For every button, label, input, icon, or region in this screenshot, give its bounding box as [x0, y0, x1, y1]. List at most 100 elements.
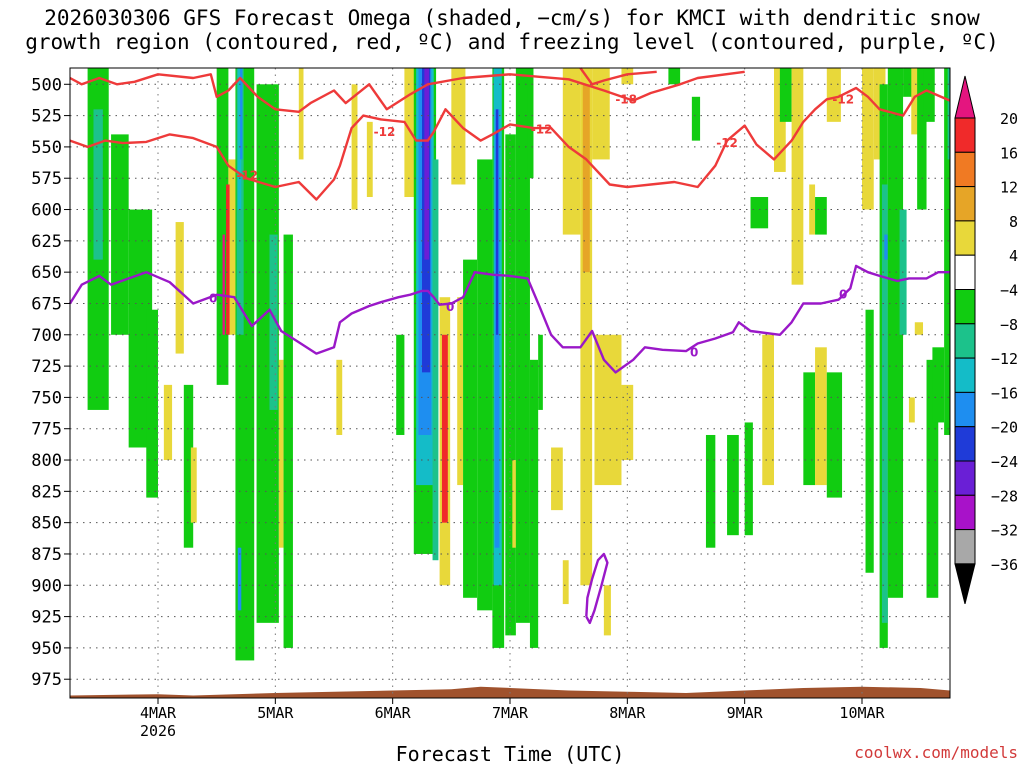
omega-region-69 — [791, 68, 804, 285]
omega-region-88 — [917, 68, 927, 210]
y-tick-label-550: 550 — [31, 138, 62, 158]
colorbar-bin-4 — [954, 220, 976, 256]
x-axis-title: Forecast Time (UTC) — [395, 742, 625, 766]
x-tick-sublabel-4MAR: 2026 — [140, 722, 176, 740]
freezing-level-contour-4 — [585, 552, 609, 625]
colorbar: 20 16 12 8 4 −4 −8 −12 −16 −20 −24 −28 −32 −36 — [954, 75, 1018, 605]
dendritic-contour-0 — [69, 70, 745, 113]
y-tick-label-775: 775 — [31, 420, 62, 440]
omega-region-53 — [580, 68, 593, 586]
x-tick-label-8MAR: 8MAR — [609, 704, 646, 722]
contour-label-7: 0 — [446, 300, 454, 314]
colorbar-bin-11 — [954, 460, 976, 496]
omega-region-25 — [366, 121, 373, 198]
colorbar-label-10: −24 — [991, 453, 1018, 471]
y-axis: 500 525 550 575 600 625 650 675 700 725 750 775 800 8… — [31, 75, 70, 690]
omega-region-2 — [111, 134, 129, 335]
colorbar-bin-8 — [954, 357, 976, 393]
x-tick-label-5MAR: 5MAR — [257, 704, 294, 722]
omega-region-4 — [146, 309, 158, 498]
omega-shading-layer — [87, 68, 950, 661]
omega-region-21 — [283, 234, 293, 648]
chart-title-line-2: growth region (contoured, red, ºC) and f… — [25, 30, 999, 54]
omega-region-10 — [228, 159, 236, 335]
omega-region-1 — [93, 109, 103, 260]
y-tick-label-600: 600 — [31, 201, 62, 221]
y-tick-label-875: 875 — [31, 545, 62, 565]
contour-label-1: -12 — [374, 125, 396, 139]
colorbar-bin-5 — [954, 254, 976, 290]
y-tick-label-700: 700 — [31, 326, 62, 346]
contour-label-8: 0 — [690, 345, 698, 359]
colorbar-bin-6 — [954, 289, 976, 325]
omega-region-19 — [269, 234, 278, 410]
omega-region-18 — [256, 84, 279, 623]
omega-region-78 — [865, 309, 874, 573]
omega-region-73 — [815, 347, 827, 486]
omega-region-64 — [750, 197, 769, 229]
colorbar-bin-3 — [954, 186, 976, 222]
colorbar-label-1: 16 — [1000, 144, 1018, 162]
omega-region-46 — [515, 68, 530, 623]
omega-region-48 — [529, 359, 539, 648]
omega-region-15 — [237, 68, 242, 210]
omega-region-32 — [424, 68, 430, 260]
x-tick-label-7MAR: 7MAR — [492, 704, 529, 722]
colorbar-label-5: −4 — [1000, 282, 1018, 300]
omega-region-84 — [903, 68, 915, 97]
contour-label-6: 0 — [209, 291, 217, 305]
omega-region-87 — [908, 397, 915, 423]
omega-region-22 — [298, 68, 304, 160]
contour-layer — [68, 67, 951, 625]
colorbar-bin-9 — [954, 391, 976, 428]
omega-region-11 — [226, 184, 230, 335]
omega-region-37 — [457, 297, 464, 486]
colorbar-label-2: 12 — [1000, 179, 1018, 197]
omega-region-8 — [190, 447, 197, 523]
omega-region-62 — [705, 434, 716, 548]
omega-region-45 — [512, 460, 518, 548]
y-tick-label-750: 750 — [31, 388, 62, 408]
omega-region-50 — [551, 447, 563, 511]
x-tick-label-9MAR: 9MAR — [727, 704, 764, 722]
omega-region-52 — [562, 68, 581, 235]
y-tick-label-575: 575 — [31, 169, 62, 189]
omega-region-91 — [932, 347, 945, 423]
omega-region-33 — [432, 159, 439, 561]
omega-region-49 — [538, 334, 543, 410]
omega-region-65 — [744, 422, 753, 536]
omega-region-12 — [222, 234, 225, 335]
colorbar-arrow-bottom — [954, 563, 976, 605]
colorbar-bin-1 — [954, 117, 976, 153]
omega-region-17 — [237, 547, 242, 611]
omega-region-93 — [947, 68, 950, 160]
contour-label-5: -18 — [615, 92, 637, 106]
y-tick-label-925: 925 — [31, 608, 62, 628]
omega-region-6 — [163, 384, 173, 461]
omega-region-23 — [336, 359, 343, 435]
y-tick-label-800: 800 — [31, 451, 62, 471]
omega-region-57 — [621, 384, 634, 461]
omega-region-75 — [826, 372, 843, 498]
y-tick-label-725: 725 — [31, 357, 62, 377]
contour-label-0: -12 — [236, 169, 258, 183]
y-tick-label-500: 500 — [31, 75, 62, 95]
omega-region-16 — [240, 68, 243, 160]
y-tick-label-525: 525 — [31, 107, 62, 127]
omega-region-35 — [441, 334, 448, 523]
omega-region-86 — [914, 322, 924, 335]
omega-region-81 — [884, 234, 888, 260]
x-tick-label-6MAR: 6MAR — [375, 704, 412, 722]
omega-region-90 — [926, 359, 939, 598]
omega-region-7 — [183, 384, 194, 548]
colorbar-label-13: −36 — [991, 556, 1018, 574]
omega-region-63 — [727, 434, 739, 536]
omega-region-36 — [451, 68, 466, 185]
omega-region-82 — [887, 68, 904, 598]
omega-region-38 — [463, 259, 478, 598]
contour-label-3: -12 — [716, 136, 738, 150]
omega-region-92 — [944, 68, 950, 435]
freezing-level-contour-3 — [68, 264, 950, 374]
